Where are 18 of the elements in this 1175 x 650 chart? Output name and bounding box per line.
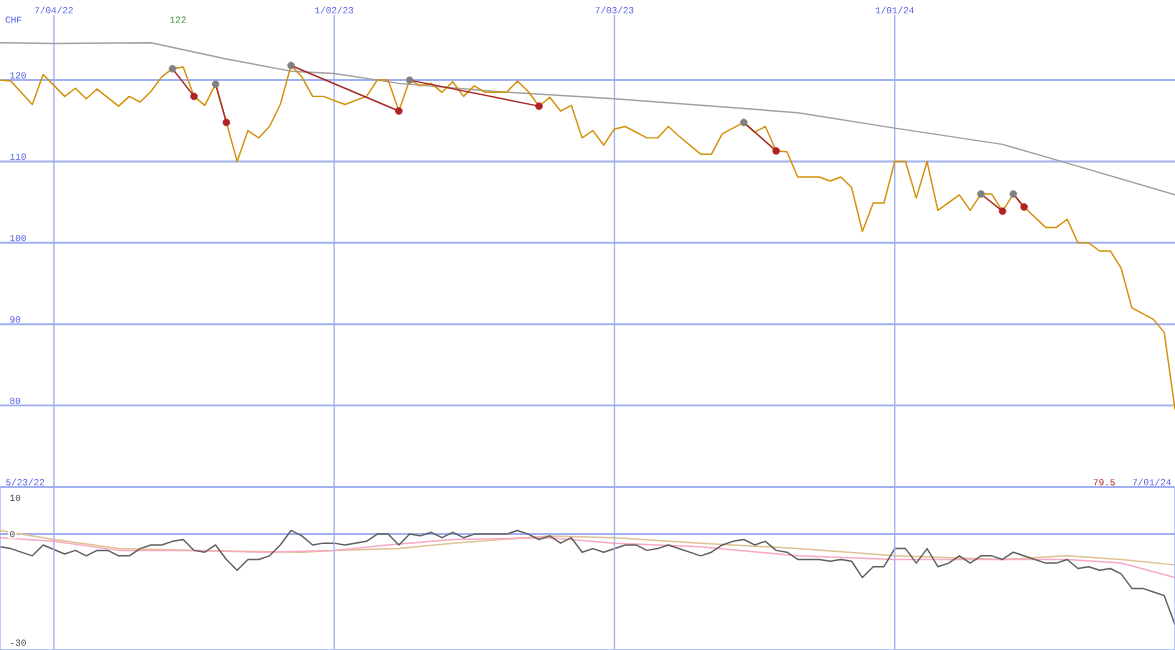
- annotation: 7/01/24: [1132, 478, 1171, 486]
- x-tick-label: 7/04/22: [35, 6, 73, 14]
- x-tick-label: 1/01/24: [875, 6, 914, 14]
- y-axis-title: CHF: [5, 16, 22, 23]
- y-tick-label: 10: [10, 494, 21, 502]
- y-tick-label: -30: [11, 639, 26, 646]
- annotation: 122: [170, 16, 186, 23]
- y-tick-label: 80: [10, 397, 21, 405]
- annotation: 5/23/22: [6, 478, 45, 486]
- x-tick-label: 7/03/23: [595, 6, 634, 14]
- x-tick-label: 1/02/23: [315, 6, 354, 14]
- y-tick-label: 100: [10, 234, 26, 242]
- annotation: 79.5: [1093, 479, 1115, 486]
- y-tick-label: 110: [10, 153, 26, 160]
- y-tick-label: 90: [10, 316, 21, 323]
- line-series: [0, 529, 1175, 566]
- y-tick-label: 120: [10, 72, 26, 79]
- y-tick-label: 0: [10, 530, 15, 538]
